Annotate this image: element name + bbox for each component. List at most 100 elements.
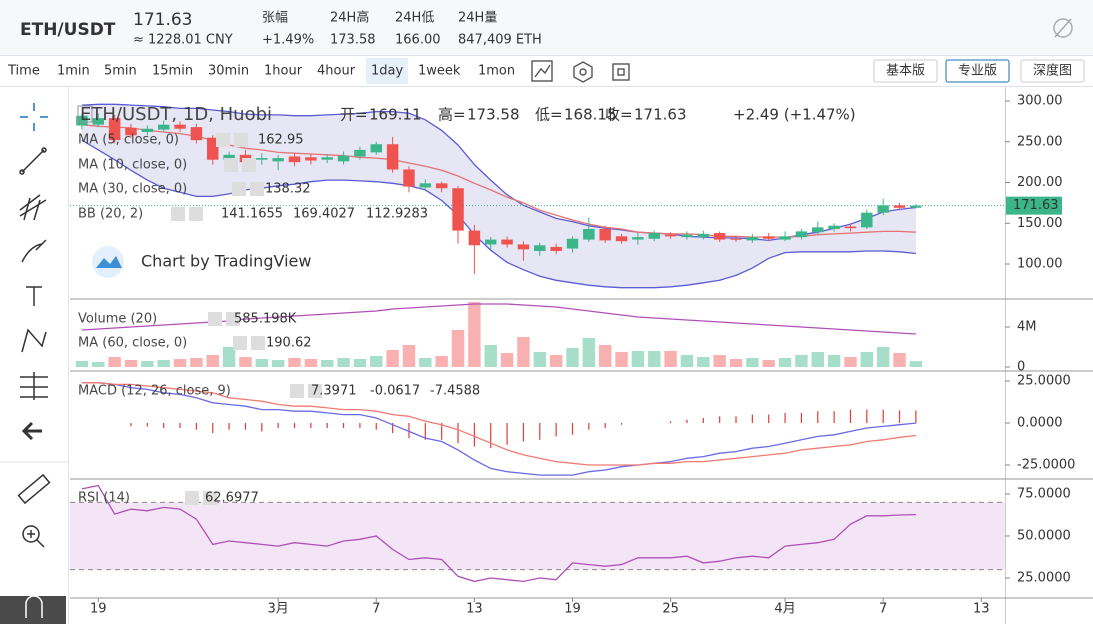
zoom-tool[interactable] (22, 525, 45, 548)
candle-body (812, 227, 824, 233)
volume-bar (680, 355, 694, 367)
legend-value: -7.4588 (430, 384, 480, 399)
line-tool[interactable] (19, 147, 47, 175)
back-tool[interactable] (21, 421, 42, 441)
candle-body (648, 233, 660, 239)
x-tick-label: 19 (564, 602, 581, 617)
interval-button[interactable]: 15min (152, 64, 193, 79)
legend-settings (185, 491, 199, 505)
candle-body (828, 225, 840, 229)
indicator-button[interactable] (573, 61, 593, 83)
stat-label: 24H低 (395, 11, 434, 26)
volume-bar (762, 360, 775, 367)
magnet-tool[interactable] (25, 595, 43, 618)
pattern-tool[interactable] (21, 328, 47, 353)
candle-body (697, 233, 710, 238)
settings-icon[interactable] (1053, 18, 1073, 38)
legend-value: 141.1655 (221, 207, 283, 222)
volume-bar (288, 358, 301, 367)
interval-button[interactable]: 4hour (317, 64, 356, 79)
volume-bar (321, 360, 334, 367)
interval-button[interactable]: 1mon (478, 64, 515, 79)
brush-tool[interactable] (21, 239, 47, 263)
candle-body (76, 115, 88, 126)
volume-bar (222, 347, 236, 367)
screenshot-button[interactable] (612, 63, 630, 81)
cny: ≈ 1228.01 CNY (133, 33, 233, 48)
volume-bar (664, 351, 677, 367)
crosshair-tool[interactable] (20, 103, 48, 131)
volume-bar (157, 360, 170, 367)
x-tick-label: 4月 (774, 602, 795, 617)
ohlc-label: 低= (535, 106, 563, 124)
interval-button[interactable]: 30min (208, 64, 249, 79)
view-button[interactable]: 专业版 (958, 64, 997, 79)
candle-body (517, 244, 530, 250)
candle-body (664, 234, 677, 237)
interval-button[interactable]: 1day (371, 64, 403, 79)
volume-bar (206, 355, 219, 367)
y-tick-label: 50.0000 (1017, 528, 1071, 543)
legend-label: MA (60, close, 0) (78, 336, 187, 351)
volume-bar (435, 356, 448, 367)
y-tick-label: 4M (1017, 320, 1037, 335)
stat-label: 张幅 (262, 11, 288, 26)
fib-tool[interactable] (19, 194, 47, 221)
candle-body (108, 118, 121, 141)
interval-button[interactable]: 1week (418, 64, 461, 79)
candle-body (92, 118, 105, 125)
candle-body (452, 188, 464, 231)
view-button[interactable]: 深度图 (1033, 63, 1072, 79)
volume-bar (615, 352, 628, 367)
candle-body (681, 234, 693, 238)
stat-value: 173.58 (330, 33, 376, 48)
y-tick-label: 75.0000 (1017, 486, 1071, 501)
candle-body (370, 144, 382, 153)
legend-value: 162.95 (258, 133, 304, 148)
candle-body (746, 237, 759, 241)
candle-body (844, 226, 857, 229)
view-button[interactable]: 基本版 (886, 64, 925, 79)
candle-body (157, 124, 170, 130)
x-tick-label: 19 (90, 602, 107, 617)
volume-bar (75, 361, 89, 367)
legend-label: MA (10, close, 0) (78, 158, 187, 173)
interval-button[interactable]: Time (7, 64, 40, 79)
legend-value: 138.32 (265, 182, 311, 197)
volume-bar (746, 358, 759, 367)
candle-body (713, 233, 726, 240)
active-interval-bg (366, 58, 408, 84)
stat-value: 847,409 ETH (458, 33, 542, 48)
stat-label: 24H量 (458, 11, 497, 26)
candle-body (730, 238, 742, 240)
candle-body (256, 158, 268, 160)
legend-settings (171, 207, 185, 221)
volume-bar (582, 338, 596, 367)
measure-tool[interactable] (20, 372, 48, 400)
legend-close (234, 133, 248, 147)
interval-button[interactable]: 1hour (264, 64, 303, 79)
volume-bar (353, 359, 367, 367)
interval-button[interactable]: 5min (104, 64, 137, 79)
ohlc-label: 开= (340, 106, 368, 124)
candle-body (566, 238, 579, 249)
volume-bar (566, 348, 579, 367)
legend-label: BB (20, 2) (78, 207, 143, 222)
text-tool[interactable] (26, 286, 42, 306)
ruler-tool[interactable] (17, 473, 51, 505)
legend-label: Volume (20) (78, 312, 157, 327)
chart-type-button[interactable] (531, 60, 553, 82)
interval-button[interactable]: 1min (57, 64, 90, 79)
volume-bar (370, 356, 383, 367)
volume-bar (255, 359, 269, 367)
left-toolbar (0, 103, 68, 624)
candle-body (174, 124, 186, 129)
volume-bar (697, 357, 710, 367)
legend-label: MA (30, close, 0) (78, 182, 187, 197)
y-tick-label: 250.00 (1017, 134, 1063, 149)
legend-close (250, 182, 264, 196)
legend-label: MA (5, close, 0) (78, 133, 179, 148)
bb-lower (81, 139, 916, 289)
candle-body (910, 205, 922, 208)
pair: ETH/USDT (20, 20, 116, 40)
